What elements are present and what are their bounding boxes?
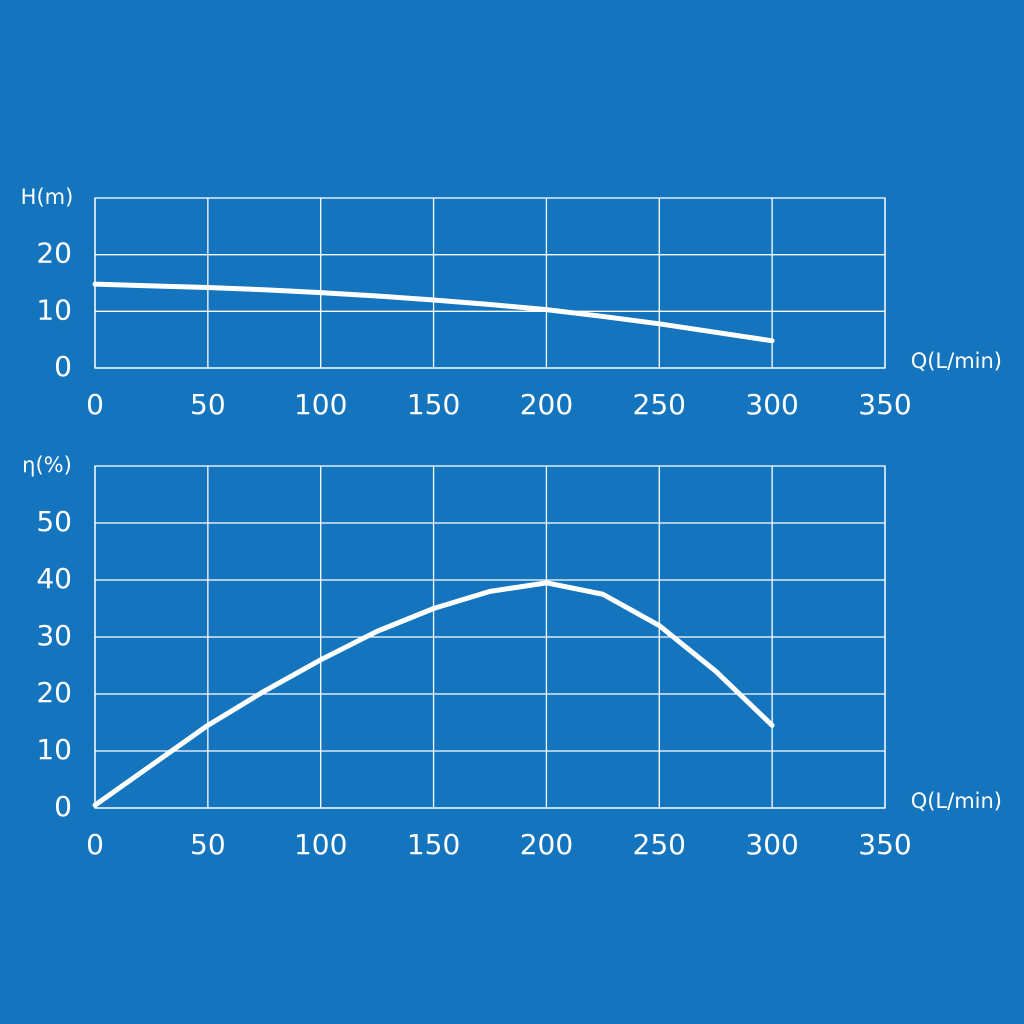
y-tick-label: 0	[54, 350, 72, 383]
x-tick-label: 50	[190, 828, 226, 861]
y-tick-label: 40	[36, 562, 72, 595]
x-tick-label: 150	[407, 388, 460, 421]
x-tick-label: 100	[294, 828, 347, 861]
x-tick-label: 200	[520, 828, 573, 861]
x-tick-label: 300	[745, 828, 798, 861]
y-tick-label: 50	[36, 505, 72, 538]
x-tick-label: 150	[407, 828, 460, 861]
x-tick-label: 0	[86, 828, 104, 861]
line-series	[92, 580, 775, 808]
x-tick-label: 200	[520, 388, 573, 421]
x-tick-label: 300	[745, 388, 798, 421]
y-tick-label: 20	[36, 676, 72, 709]
y-tick-label: 0	[54, 790, 72, 823]
x-tick-label: 0	[86, 388, 104, 421]
x-axis-label: Q(L/min)	[911, 789, 1002, 813]
x-axis-label: Q(L/min)	[911, 349, 1002, 373]
x-tick-label: 350	[858, 388, 911, 421]
x-tick-label: 350	[858, 828, 911, 861]
y-tick-label: 30	[36, 619, 72, 652]
y-axis-label: H(m)	[21, 185, 74, 209]
y-tick-label: 10	[36, 733, 72, 766]
line-series	[92, 281, 775, 344]
y-tick-label: 20	[36, 237, 72, 270]
x-tick-label: 100	[294, 388, 347, 421]
y-tick-label: 10	[36, 293, 72, 326]
y-axis-label: η(%)	[22, 453, 72, 477]
x-tick-label: 250	[633, 388, 686, 421]
x-tick-label: 250	[633, 828, 686, 861]
x-tick-label: 50	[190, 388, 226, 421]
